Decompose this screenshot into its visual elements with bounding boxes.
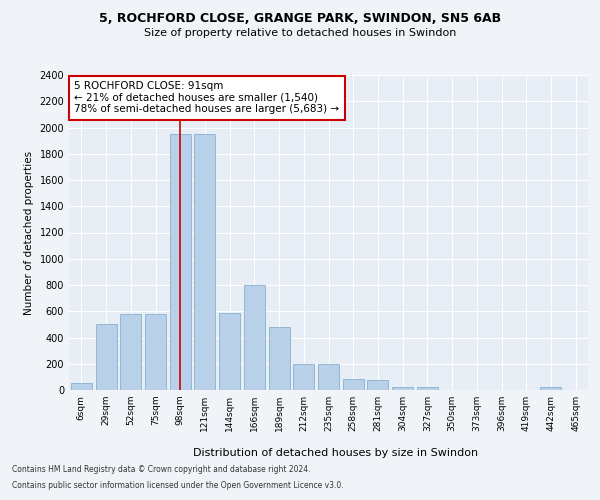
Bar bbox=[219, 312, 240, 390]
Bar bbox=[392, 386, 413, 390]
Bar bbox=[367, 380, 388, 390]
Text: Distribution of detached houses by size in Swindon: Distribution of detached houses by size … bbox=[193, 448, 479, 458]
Text: Contains public sector information licensed under the Open Government Licence v3: Contains public sector information licen… bbox=[12, 480, 344, 490]
Y-axis label: Number of detached properties: Number of detached properties bbox=[24, 150, 34, 314]
Bar bbox=[269, 327, 290, 390]
Bar bbox=[194, 134, 215, 390]
Bar bbox=[170, 134, 191, 390]
Bar bbox=[71, 384, 92, 390]
Bar bbox=[95, 324, 116, 390]
Bar bbox=[145, 314, 166, 390]
Bar bbox=[417, 386, 438, 390]
Bar bbox=[120, 314, 141, 390]
Bar bbox=[343, 379, 364, 390]
Text: 5 ROCHFORD CLOSE: 91sqm
← 21% of detached houses are smaller (1,540)
78% of semi: 5 ROCHFORD CLOSE: 91sqm ← 21% of detache… bbox=[74, 82, 340, 114]
Bar bbox=[293, 364, 314, 390]
Bar bbox=[244, 285, 265, 390]
Bar bbox=[318, 364, 339, 390]
Text: Contains HM Land Registry data © Crown copyright and database right 2024.: Contains HM Land Registry data © Crown c… bbox=[12, 466, 311, 474]
Text: 5, ROCHFORD CLOSE, GRANGE PARK, SWINDON, SN5 6AB: 5, ROCHFORD CLOSE, GRANGE PARK, SWINDON,… bbox=[99, 12, 501, 26]
Text: Size of property relative to detached houses in Swindon: Size of property relative to detached ho… bbox=[144, 28, 456, 38]
Bar bbox=[541, 388, 562, 390]
